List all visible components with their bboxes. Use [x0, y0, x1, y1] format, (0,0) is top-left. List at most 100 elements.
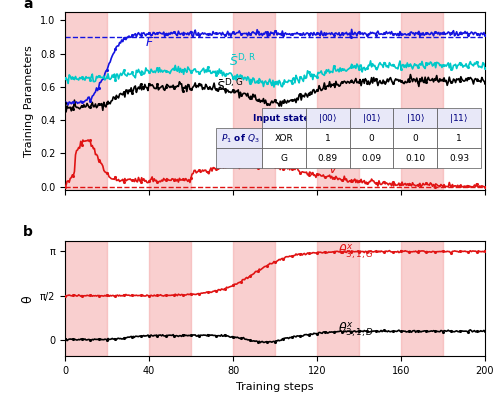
Point: [364, 328, 372, 334]
Point: [162, 68, 170, 74]
Point: [61, 293, 69, 299]
Point: [397, 78, 405, 85]
Point: [187, 86, 195, 92]
Point: [212, 72, 220, 78]
Point: [212, 86, 220, 93]
Bar: [149, 242, 191, 356]
Point: [170, 177, 178, 183]
Point: [481, 328, 489, 335]
Point: [322, 249, 330, 255]
Point: [472, 59, 480, 65]
Point: [296, 251, 304, 258]
Point: [388, 328, 396, 335]
Point: [170, 85, 178, 91]
Point: [406, 31, 413, 37]
Point: [313, 171, 321, 177]
Point: [330, 81, 338, 87]
Point: [103, 99, 111, 106]
Point: [94, 158, 102, 164]
Point: [187, 332, 195, 338]
Point: [288, 334, 296, 341]
Point: [262, 339, 270, 345]
Point: [338, 249, 346, 255]
Point: [61, 99, 69, 106]
Point: [448, 78, 456, 85]
Point: [162, 292, 170, 299]
Point: [212, 288, 220, 294]
Point: [414, 30, 422, 36]
Point: [162, 84, 170, 90]
Point: [481, 248, 489, 254]
Point: [128, 69, 136, 75]
Point: [313, 331, 321, 337]
Point: [322, 174, 330, 180]
Point: [481, 184, 489, 190]
Bar: [65, 242, 107, 356]
Point: [322, 31, 330, 37]
Point: [346, 64, 354, 70]
Point: [338, 329, 346, 335]
Point: [204, 331, 212, 338]
Point: [238, 72, 246, 79]
Y-axis label: Training Parameters: Training Parameters: [24, 45, 34, 157]
Point: [103, 74, 111, 80]
Point: [204, 85, 212, 91]
Point: [296, 169, 304, 176]
Point: [481, 65, 489, 71]
Point: [456, 183, 464, 189]
Point: [280, 166, 287, 172]
Point: [456, 30, 464, 36]
Point: [397, 248, 405, 254]
Point: [388, 80, 396, 86]
Point: [70, 99, 78, 106]
Point: [472, 181, 480, 187]
Point: [262, 263, 270, 269]
Point: [136, 333, 144, 339]
Point: [196, 333, 203, 339]
Point: [212, 30, 220, 36]
Point: [397, 328, 405, 335]
Point: [456, 328, 464, 334]
Point: [145, 333, 153, 339]
Point: [103, 169, 111, 176]
Point: [61, 75, 69, 81]
Point: [170, 292, 178, 298]
Point: [422, 328, 430, 335]
Point: [196, 80, 203, 87]
Point: [355, 29, 363, 36]
Point: [78, 99, 86, 105]
Point: [78, 292, 86, 299]
Point: [254, 29, 262, 36]
Point: [355, 249, 363, 255]
Point: [103, 292, 111, 298]
Point: [414, 64, 422, 70]
Point: [262, 101, 270, 107]
Point: [187, 175, 195, 181]
Point: [414, 79, 422, 85]
Point: [154, 81, 162, 88]
Point: [338, 79, 346, 85]
Point: [254, 165, 262, 171]
Point: [338, 177, 346, 183]
Text: a: a: [23, 0, 32, 11]
Point: [271, 164, 279, 170]
Point: [128, 32, 136, 38]
Point: [145, 30, 153, 36]
Point: [178, 291, 186, 298]
Point: [229, 282, 237, 288]
Point: [136, 32, 144, 38]
Point: [304, 69, 312, 75]
Point: [406, 78, 413, 84]
Bar: [65, 12, 107, 190]
Point: [406, 327, 413, 334]
Point: [86, 337, 94, 343]
Bar: [317, 242, 359, 356]
Point: [280, 32, 287, 38]
Point: [120, 335, 128, 341]
Point: [355, 178, 363, 184]
Point: [136, 81, 144, 88]
Point: [61, 100, 69, 106]
Point: [430, 60, 438, 66]
Point: [262, 80, 270, 86]
Point: [70, 105, 78, 112]
